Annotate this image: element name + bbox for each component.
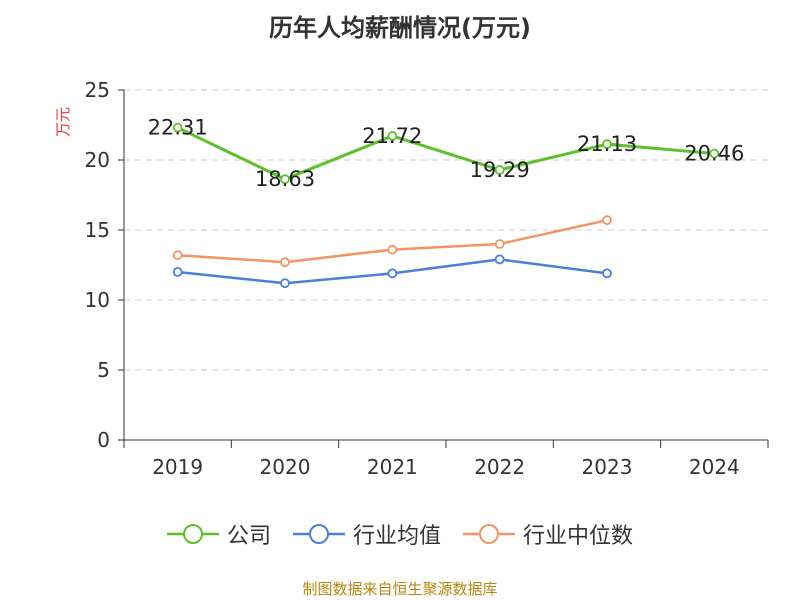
y-tick-label: 15: [85, 218, 110, 242]
x-tick-label: 2024: [689, 455, 740, 479]
y-tick-label: 0: [97, 428, 110, 452]
legend-swatch-icon: [166, 524, 219, 544]
y-tick-label: 5: [97, 358, 110, 382]
data-point: [494, 254, 505, 265]
data-point: [172, 267, 183, 277]
data-point: [172, 250, 183, 261]
legend-label: 行业均值: [352, 524, 441, 549]
y-tick-label: 25: [85, 78, 110, 102]
source-note: 制图数据来自恒生聚源数据库: [302, 580, 498, 598]
x-tick-label: 2022: [474, 455, 525, 479]
data-point: [387, 244, 398, 255]
data-label: 21.13: [577, 132, 637, 156]
legend-item[interactable]: 公司: [166, 518, 271, 550]
data-label: 18.63: [255, 167, 315, 191]
y-tick-label: 10: [85, 288, 110, 312]
legend-marker: [182, 524, 203, 544]
data-label-layer: 22.31 18.63 21.72 19.29 21.13 20.46: [148, 116, 745, 192]
grid-layer: [124, 89, 768, 371]
legend-item[interactable]: 行业中位数: [463, 518, 633, 550]
x-tick-label: 2020: [260, 455, 311, 479]
data-point: [280, 278, 290, 289]
data-point: [494, 239, 505, 249]
legend-marker: [479, 524, 499, 544]
legend: 公司 行业均值 行业中位数: [0, 518, 800, 550]
data-point: [709, 148, 720, 159]
data-point: [172, 122, 183, 133]
y-axis-title: 万元: [54, 107, 72, 137]
legend-label: 行业中位数: [523, 524, 634, 549]
series-layer: [172, 122, 720, 289]
legend-label: 公司: [226, 524, 271, 549]
legend-item[interactable]: 行业均值: [292, 518, 441, 550]
legend-swatch-icon: [292, 524, 345, 544]
data-point: [387, 268, 398, 279]
data-label: 21.72: [362, 124, 422, 148]
data-point: [280, 257, 290, 268]
legend-marker: [308, 524, 329, 544]
axis-layer: 0 5 10 15 20 25 2019 2020 2021 2022 2023 2024: [85, 78, 769, 479]
data-point: [602, 268, 612, 279]
x-tick-label: 2023: [582, 455, 633, 479]
series-line: [177, 126, 715, 181]
y-tick-label: 20: [85, 148, 110, 172]
series-line: [177, 218, 608, 264]
data-label: 19.29: [470, 158, 530, 182]
x-tick-label: 2021: [367, 455, 418, 479]
data-point: [280, 174, 290, 185]
chart-title: 历年人均薪酬情况(万元): [269, 14, 531, 42]
legend-swatch-icon: [463, 524, 515, 544]
x-tick-label: 2019: [152, 455, 203, 479]
data-point: [602, 139, 612, 150]
data-label: 20.46: [684, 142, 744, 166]
data-label: 22.31: [148, 116, 208, 140]
data-point: [494, 165, 505, 175]
data-point: [602, 215, 612, 226]
data-point: [387, 131, 398, 141]
